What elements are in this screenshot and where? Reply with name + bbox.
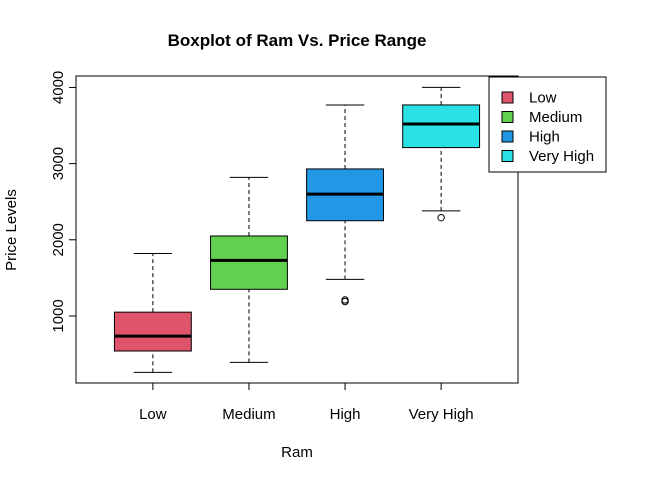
x-tick-label: Medium (222, 406, 275, 423)
box-group-2 (306, 104, 384, 306)
y-tick-label: 3000 (50, 147, 67, 180)
x-tick-label: Very High (409, 406, 474, 423)
x-tick-label: High (330, 406, 361, 423)
legend-swatch (501, 111, 514, 123)
y-tick-label: 1000 (50, 299, 67, 332)
legend-label: Very High (529, 148, 594, 165)
legend: Low Medium High Very High (488, 76, 607, 173)
outlier-point (437, 213, 445, 222)
x-tick-label: Low (139, 406, 167, 423)
y-tick-label: 4000 (50, 71, 67, 104)
box-group-0 (113, 252, 192, 373)
legend-swatch (501, 91, 514, 104)
box-group-1 (210, 176, 288, 363)
x-axis-label: Ram (281, 444, 313, 461)
y-axis-label: Price Levels (3, 189, 20, 271)
chart-title: Boxplot of Ram Vs. Price Range (168, 31, 427, 50)
box (113, 311, 192, 352)
outlier-point (341, 296, 349, 304)
y-axis: 1000 2000 3000 4000 (50, 71, 77, 333)
box (210, 235, 288, 290)
y-tick-label: 2000 (50, 223, 67, 256)
legend-label: High (529, 129, 560, 146)
x-axis: Low Medium High Very High (139, 382, 474, 423)
legend-label: Low (529, 90, 557, 107)
legend-label: Medium (529, 109, 582, 126)
box (402, 104, 481, 149)
box-group-3 (402, 86, 481, 222)
legend-swatch (501, 130, 514, 143)
legend-swatch (501, 150, 514, 162)
plot-marks (113, 86, 481, 373)
